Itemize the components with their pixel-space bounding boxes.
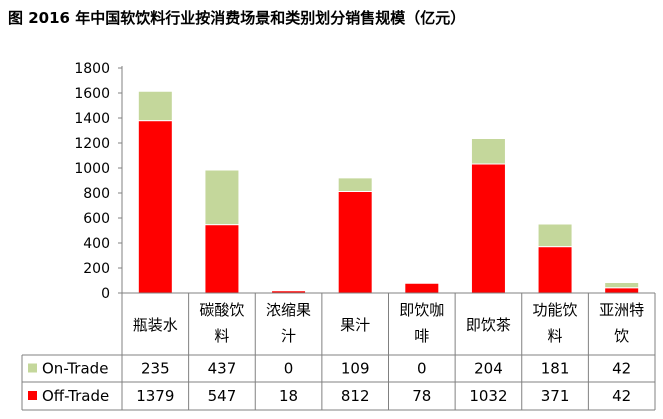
- category-label: 料: [548, 327, 563, 345]
- table-cell-value: 1032: [469, 387, 507, 405]
- category-label: 饮: [614, 327, 629, 345]
- bar-segment-on-trade: [204, 169, 240, 226]
- bar-segment-on-trade: [470, 138, 506, 165]
- y-tick-label: 200: [83, 261, 110, 277]
- bar-segment-off-trade: [470, 163, 506, 294]
- category-label: 即饮咖: [399, 301, 444, 319]
- y-tick-label: 400: [83, 236, 110, 252]
- table-cell-value: 235: [141, 360, 170, 378]
- y-tick-label: 0: [101, 286, 110, 302]
- legend-label: On-Trade: [42, 360, 108, 378]
- y-tick-label: 1000: [74, 161, 110, 177]
- table-cell-value: 371: [541, 387, 570, 405]
- table-cell-value: 437: [208, 360, 237, 378]
- bar-segment-on-trade: [137, 90, 173, 122]
- category-label: 功能饮: [533, 301, 578, 319]
- y-tick-label: 1400: [74, 111, 110, 127]
- category-label: 亚洲特: [599, 301, 644, 319]
- table-cell-value: 181: [541, 360, 570, 378]
- table-cell-value: 1379: [136, 387, 174, 405]
- category-label: 即饮茶: [466, 316, 511, 334]
- category-label: 料: [214, 327, 229, 345]
- category-label: 果汁: [340, 316, 370, 334]
- category-label: 瓶装水: [133, 316, 178, 334]
- bar-segment-on-trade: [537, 223, 573, 248]
- table-cell-value: 42: [612, 360, 631, 378]
- bar-segment-off-trade: [137, 120, 173, 294]
- bar-segment-on-trade: [337, 177, 373, 192]
- bar-segment-off-trade: [604, 287, 640, 294]
- bar-segment-off-trade: [204, 224, 240, 294]
- category-label: 碳酸饮: [199, 301, 244, 319]
- table-cell-value: 109: [341, 360, 370, 378]
- y-tick-label: 1600: [74, 86, 110, 102]
- legend-swatch-off-trade: [28, 391, 37, 400]
- legend-swatch-on-trade: [28, 363, 37, 373]
- y-tick-label: 1200: [74, 136, 110, 152]
- y-tick-label: 800: [83, 186, 110, 202]
- legend-label: Off-Trade: [42, 387, 109, 405]
- table-cell-value: 204: [474, 360, 503, 378]
- category-label: 浓缩果: [266, 301, 311, 319]
- table-cell-value: 0: [417, 360, 427, 378]
- table-cell-value: 0: [284, 360, 294, 378]
- category-label: 汁: [281, 327, 296, 345]
- bar-segment-off-trade: [404, 282, 440, 294]
- table-cell-value: 18: [279, 387, 298, 405]
- category-label: 啡: [414, 327, 429, 345]
- bar-segment-off-trade: [337, 191, 373, 294]
- bar-segment-on-trade: [604, 282, 640, 289]
- table-cell-value: 547: [208, 387, 237, 405]
- table-cell-value: 42: [612, 387, 631, 405]
- table-cell-value: 812: [341, 387, 370, 405]
- bar-segment-off-trade: [537, 246, 573, 294]
- y-tick-label: 600: [83, 211, 110, 227]
- y-tick-label: 1800: [74, 61, 110, 77]
- table-cell-value: 78: [412, 387, 431, 405]
- chart-title: 图 2016 年中国软饮料行业按消费场景和类别划分销售规模（亿元）: [8, 9, 466, 27]
